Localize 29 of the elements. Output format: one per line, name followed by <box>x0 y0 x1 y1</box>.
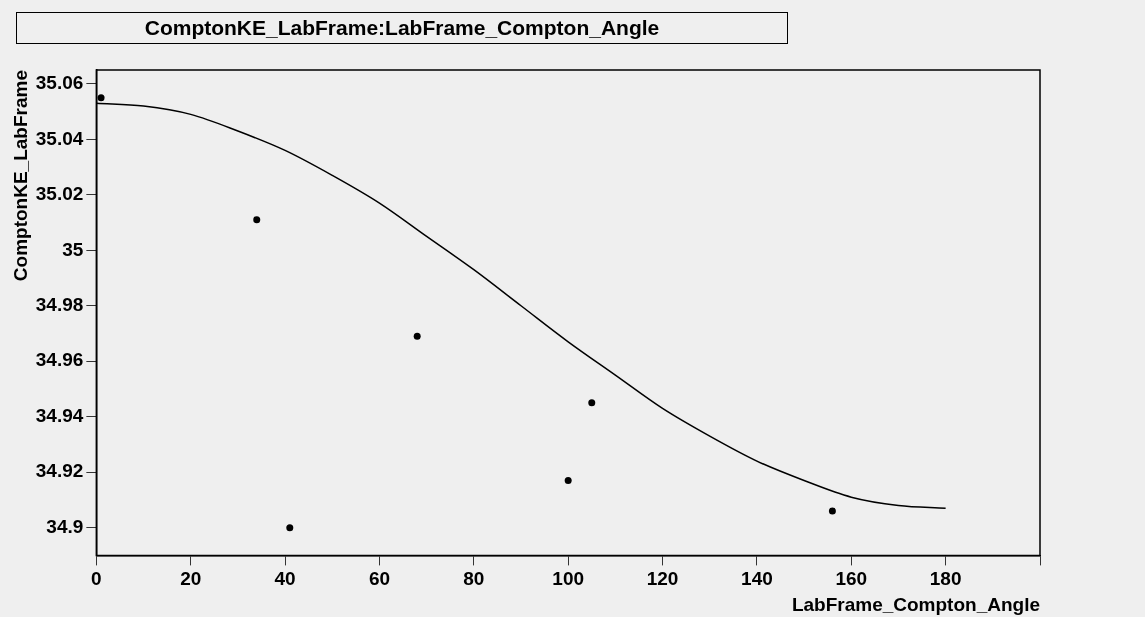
x-tick-label: 40 <box>274 568 296 590</box>
x-tick-label: 0 <box>91 568 102 590</box>
y-tick-label: 35 <box>62 238 84 260</box>
x-tick-label: 60 <box>368 568 391 590</box>
x-tick-label: 140 <box>741 568 773 590</box>
y-tick-label: 34.92 <box>35 460 84 482</box>
x-tick-label: 160 <box>835 568 868 590</box>
x-tick-label: 120 <box>646 568 679 590</box>
x-tick-label: 20 <box>180 568 202 590</box>
point <box>413 332 421 340</box>
y-tick-label: 34.96 <box>35 349 84 371</box>
x-tick-label: 80 <box>463 568 485 590</box>
point <box>253 216 261 224</box>
y-tick-label: 35.04 <box>35 127 84 149</box>
point <box>564 477 572 485</box>
y-tick-label: 34.9 <box>46 515 84 537</box>
point <box>286 524 294 532</box>
x-tick-label: 180 <box>929 568 962 590</box>
point <box>97 94 105 102</box>
y-axis-title: ComptonKE_LabFrame <box>9 70 31 282</box>
point <box>588 399 596 407</box>
point <box>828 507 836 515</box>
chart-title: ComptonKE_LabFrame:LabFrame_Compton_Angle <box>16 12 788 44</box>
y-tick-label: 35.02 <box>35 183 84 205</box>
x-tick-label: 100 <box>552 568 585 590</box>
y-tick-label: 34.98 <box>35 294 84 315</box>
x-axis-title: LabFrame_Compton_Angle <box>791 593 1040 615</box>
y-tick-label: 34.94 <box>35 404 84 426</box>
y-tick-label: 35.06 <box>35 72 84 94</box>
